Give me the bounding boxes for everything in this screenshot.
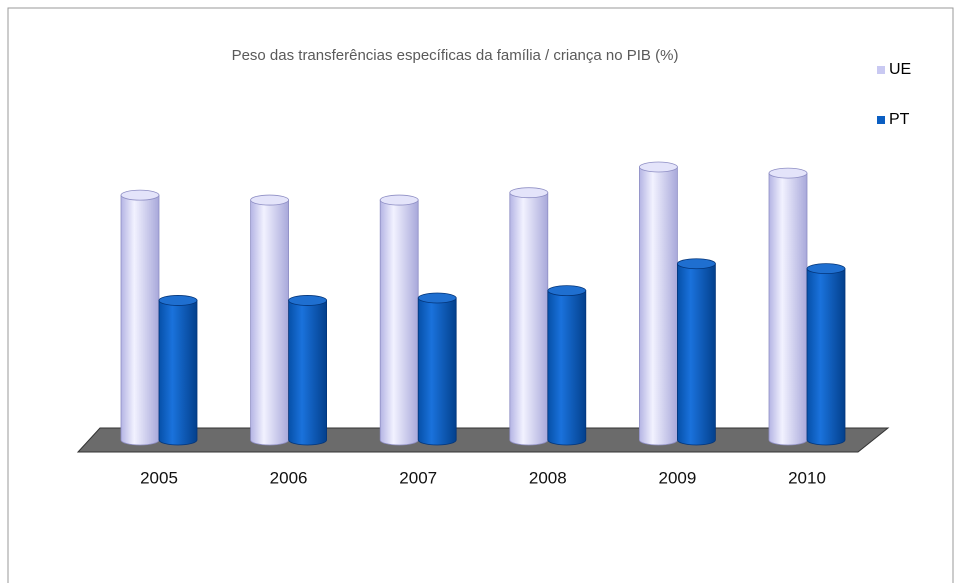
bar — [677, 263, 716, 446]
legend-label: UE — [889, 61, 911, 78]
legend-label: PT — [889, 111, 910, 128]
legend-swatch — [877, 116, 885, 124]
x-tick-label: 2010 — [788, 468, 826, 487]
bar-top — [158, 295, 198, 306]
x-tick-label: 2007 — [399, 468, 437, 487]
bar-top — [417, 292, 457, 304]
bar-top — [288, 295, 328, 306]
chart-title: Peso das transferências específicas da f… — [232, 47, 679, 64]
bar — [509, 192, 549, 446]
bar-top — [806, 263, 846, 275]
bar — [417, 297, 457, 446]
x-tick-label: 2005 — [140, 468, 178, 487]
bar-top — [677, 258, 716, 270]
bar-top — [768, 167, 808, 179]
bar — [639, 166, 678, 446]
bar-top — [379, 194, 419, 206]
bar — [547, 290, 587, 446]
bar — [250, 199, 289, 446]
bar-top — [120, 189, 160, 201]
bar — [288, 300, 327, 446]
bar — [158, 300, 198, 446]
floor — [76, 427, 890, 453]
bar-top — [509, 187, 549, 199]
bar-top — [639, 161, 678, 173]
x-tick-label: 2008 — [529, 468, 567, 487]
bar-top — [250, 194, 290, 206]
legend-swatch — [877, 66, 885, 74]
bar — [806, 268, 846, 446]
bar — [768, 172, 808, 446]
bar-top — [547, 285, 587, 297]
x-tick-label: 2009 — [658, 468, 696, 487]
x-tick-label: 2006 — [270, 468, 308, 487]
bar — [379, 199, 419, 446]
bar — [120, 194, 160, 446]
